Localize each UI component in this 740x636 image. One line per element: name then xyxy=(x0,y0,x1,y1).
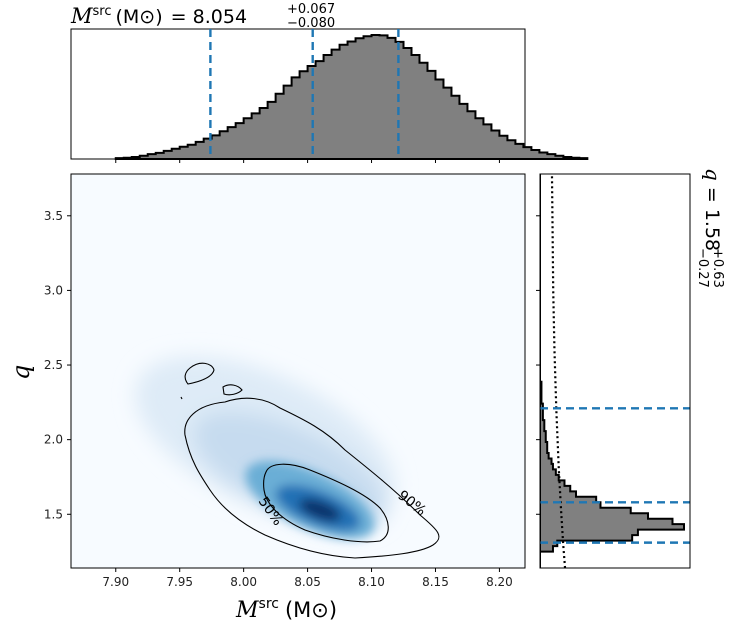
x-axis-label-unit: (M⊙) xyxy=(285,598,337,622)
y-axis-label: q xyxy=(7,365,35,380)
x-axis-label-symbol: M xyxy=(235,598,259,623)
top-title-upper: +0.067 xyxy=(287,2,335,17)
y-tick-label: 3.5 xyxy=(44,209,63,223)
x-tick-label: 8.10 xyxy=(358,575,385,589)
main-panel-border xyxy=(70,173,526,569)
top-marginal-panel xyxy=(70,28,589,163)
top-quantile-lines xyxy=(209,29,400,159)
right-title-symbol: q xyxy=(701,168,725,181)
main-density-panel: 50% 90% 7.90 7.95 8.00 8.05 8.10 8.15 8.20 1.5… xyxy=(44,173,526,589)
x-tick-label: 8.00 xyxy=(230,575,257,589)
top-title-lower: −0.080 xyxy=(287,16,335,31)
svg-text:q = 1.58: q = 1.58 xyxy=(701,168,725,251)
x-tick-label: 7.95 xyxy=(166,575,193,589)
right-marginal-panel xyxy=(536,173,691,569)
right-title: q = 1.58 +0.63 −0.27 xyxy=(695,168,725,288)
right-panel-border xyxy=(539,173,691,569)
x-tick-label: 8.20 xyxy=(486,575,513,589)
y-tick-label: 3.0 xyxy=(44,283,63,297)
top-title: Msrc (M⊙) = 8.054 xyxy=(70,4,247,28)
right-quantile-lines xyxy=(540,407,690,544)
top-title-superscript: src xyxy=(93,4,112,19)
x-axis-label-superscript: src xyxy=(259,596,279,612)
x-tick-label: 8.05 xyxy=(294,575,321,589)
top-histogram xyxy=(114,34,589,160)
y-tick-label: 2.5 xyxy=(44,358,63,372)
main-x-ticks: 7.90 7.95 8.00 8.05 8.10 8.15 8.20 xyxy=(102,568,513,589)
top-title-median: 8.054 xyxy=(193,6,247,28)
x-tick-label: 7.90 xyxy=(102,575,129,589)
right-histogram xyxy=(540,174,685,568)
main-y-ticks: 1.5 2.0 2.5 3.0 3.5 xyxy=(44,209,71,521)
density-core xyxy=(299,498,341,522)
top-title-unit: (M⊙) xyxy=(116,6,163,28)
contour-90-island xyxy=(184,362,215,385)
y-tick-label: 1.5 xyxy=(44,507,63,521)
right-title-median: 1.58 xyxy=(701,209,723,251)
right-y-ticks xyxy=(536,215,540,515)
x-tick-label: 8.15 xyxy=(422,575,449,589)
x-axis-label: Msrc (M⊙) xyxy=(235,596,337,623)
contour-90-dot xyxy=(180,396,183,400)
contour-50 xyxy=(263,463,389,543)
contour-90-island-2 xyxy=(222,384,243,396)
contour-90 xyxy=(184,397,440,559)
right-title-upper: +0.63 xyxy=(710,248,725,288)
top-x-ticks xyxy=(115,159,500,163)
y-tick-label: 2.0 xyxy=(44,433,63,447)
top-title-symbol: M xyxy=(70,4,93,28)
right-title-lower: −0.27 xyxy=(695,248,710,288)
